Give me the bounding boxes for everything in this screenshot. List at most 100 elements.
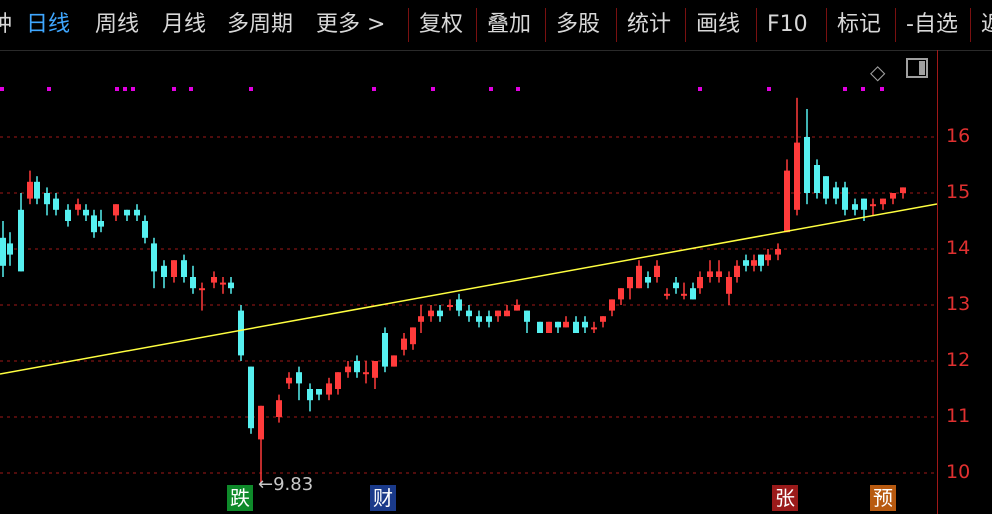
price-axis: 16 15 14 13 12 11 10 xyxy=(937,50,992,514)
candle-down xyxy=(124,209,130,221)
panel-toggle-icon[interactable] xyxy=(906,58,928,83)
candle-up xyxy=(664,288,670,300)
toolbar-item-mark[interactable]: 标记 xyxy=(826,8,881,42)
toolbar-item-multi-stock[interactable]: 多股 xyxy=(545,8,600,42)
candle-body xyxy=(673,282,679,289)
candle-body xyxy=(171,260,177,277)
candle-body xyxy=(296,372,302,384)
diamond-icon[interactable]: ◇ xyxy=(870,60,886,84)
candle-body xyxy=(345,366,351,373)
candle-up xyxy=(775,243,781,261)
candle-up xyxy=(600,316,606,328)
toolbar-item-stats[interactable]: 统计 xyxy=(616,8,671,42)
toolbar-item-f10[interactable]: F10 xyxy=(756,8,808,42)
price-tick: 11 xyxy=(946,405,971,427)
candle-body xyxy=(563,321,569,328)
candle-body xyxy=(775,249,781,255)
candle-body xyxy=(276,400,282,417)
candle-body xyxy=(900,187,906,193)
candle-up xyxy=(794,97,800,216)
candle-up xyxy=(363,361,369,384)
event-tag-finance[interactable]: 财 xyxy=(370,485,396,511)
candle-up xyxy=(880,198,886,210)
candle-up xyxy=(495,310,501,322)
candle-body xyxy=(664,293,670,296)
candle-up xyxy=(504,305,510,317)
signal-marker xyxy=(47,87,51,91)
candle-up xyxy=(199,282,205,311)
toolbar-item-adjust[interactable]: 复权 xyxy=(408,8,463,42)
candle-body xyxy=(190,277,196,289)
candle-body xyxy=(418,316,424,322)
candle-body xyxy=(161,265,167,277)
candle-down xyxy=(151,237,157,289)
candle-body xyxy=(134,209,140,216)
candle-body xyxy=(211,277,217,283)
candle-up xyxy=(447,299,453,311)
candle-up xyxy=(286,372,292,389)
candle-body xyxy=(391,355,397,367)
candle-body xyxy=(504,310,510,317)
toolbar-item-weekly[interactable]: 周线 xyxy=(95,12,140,37)
candle-up xyxy=(514,299,520,311)
candle-body xyxy=(75,204,81,210)
toolbar-item-monthly[interactable]: 月线 xyxy=(162,12,207,37)
candle-up xyxy=(171,260,177,283)
price-tick: 13 xyxy=(946,293,971,315)
candle-body xyxy=(486,316,492,322)
signal-marker xyxy=(767,87,771,91)
toolbar-item-multi-period[interactable]: 多周期 xyxy=(227,12,294,37)
candle-body xyxy=(636,265,642,289)
event-tag-fall[interactable]: 跌 xyxy=(227,485,253,511)
event-tag-forecast[interactable]: 预 xyxy=(870,485,896,511)
candlestick-chart[interactable] xyxy=(0,50,937,514)
candle-down xyxy=(34,176,40,205)
toolbar-item-watchlist[interactable]: -自选 xyxy=(895,8,958,42)
toolbar-item-minute[interactable]: 钟 xyxy=(0,12,13,37)
candle-body xyxy=(591,327,597,330)
candle-up xyxy=(870,198,876,216)
candle-up xyxy=(418,305,424,333)
candle-down xyxy=(18,193,24,272)
candle-body xyxy=(401,338,407,350)
candle-body xyxy=(335,372,341,389)
candle-body xyxy=(456,299,462,311)
signal-marker xyxy=(372,87,376,91)
candle-body xyxy=(751,260,757,266)
candle-up xyxy=(726,271,732,305)
candle-up xyxy=(654,260,660,283)
trendline[interactable] xyxy=(0,203,937,375)
candle-down xyxy=(823,176,829,205)
toolbar-item-draw[interactable]: 画线 xyxy=(685,8,740,42)
toolbar-item-back[interactable]: 返 xyxy=(970,8,992,42)
low-price-label: ←9.83 xyxy=(258,474,314,495)
candle-body xyxy=(44,193,50,205)
candle-body xyxy=(113,204,119,216)
toolbar-item-overlay[interactable]: 叠加 xyxy=(476,8,531,42)
toolbar-item-more[interactable]: 更多 > xyxy=(316,12,386,37)
candle-body xyxy=(258,405,264,440)
candle-up xyxy=(220,277,226,294)
candle-up xyxy=(697,271,703,294)
candle-body xyxy=(83,209,89,216)
candle-up xyxy=(636,260,642,289)
candle-body xyxy=(582,321,588,328)
candle-down xyxy=(53,193,59,216)
candle-body xyxy=(627,277,633,289)
candle-down xyxy=(842,181,848,216)
candle-body xyxy=(734,265,740,277)
toolbar-item-daily[interactable]: 日线 xyxy=(26,12,71,37)
candle-down xyxy=(582,316,588,333)
signal-marker xyxy=(516,87,520,91)
candle-body xyxy=(238,310,244,356)
candle-down xyxy=(91,209,97,238)
candle-down xyxy=(852,198,858,216)
candle-down xyxy=(743,254,749,272)
event-tag-limit-up[interactable]: 张 xyxy=(772,485,798,511)
candle-down xyxy=(524,310,530,333)
candle-body xyxy=(861,198,867,210)
candle-up xyxy=(890,193,896,205)
candle-down xyxy=(382,327,388,373)
candle-down xyxy=(486,310,492,328)
candle-down xyxy=(814,159,820,199)
